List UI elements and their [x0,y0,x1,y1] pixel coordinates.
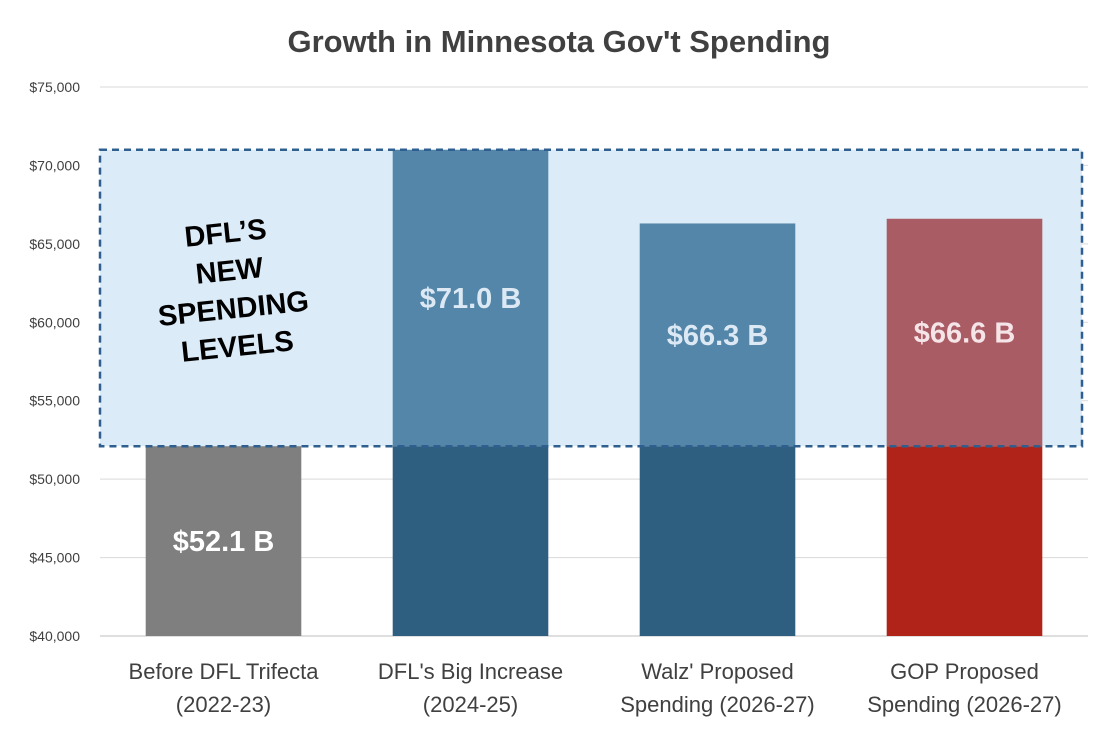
highlight-band-outline [98,148,1084,448]
x-category-label: Spending (2026-27) [867,692,1061,717]
y-tick-label: $50,000 [29,471,80,487]
x-axis-categories: Before DFL Trifecta (2022-23) DFL's Big In… [129,659,1062,717]
data-label: $66.6 B [914,317,1016,349]
y-tick-label: $75,000 [29,79,80,95]
data-label: $52.1 B [173,526,275,558]
bar-base [145,446,302,636]
annotation-line: NEW [194,252,265,291]
bar-increase [639,223,796,447]
y-tick-label: $70,000 [29,157,80,173]
bar-increase [392,149,549,447]
y-tick-label: $40,000 [29,628,80,644]
x-category-label: DFL's Big Increase [378,659,563,684]
y-tick-label: $65,000 [29,236,80,252]
bar-base [392,446,549,636]
bar-base [886,446,1043,636]
bar-increase [886,218,1043,447]
y-tick-label: $55,000 [29,393,80,409]
bar-base [639,446,796,636]
bars [145,149,1043,636]
data-label: $71.0 B [420,283,522,315]
x-category-label: (2024-25) [423,692,518,717]
y-tick-label: $60,000 [29,314,80,330]
data-label: $66.3 B [667,320,769,352]
chart-title: Growth in Minnesota Gov't Spending [288,24,831,59]
y-tick-label: $45,000 [29,550,80,566]
x-category-label: Spending (2026-27) [620,692,814,717]
x-category-label: Before DFL Trifecta [129,659,320,684]
x-category-label: GOP Proposed [890,659,1039,684]
x-category-label: (2022-23) [176,692,271,717]
data-labels: $52.1 B $71.0 B $66.3 B $66.6 B [173,283,1016,558]
x-category-label: Walz' Proposed [641,659,794,684]
y-axis-ticks: $40,000 $45,000 $50,000 $55,000 $60,000 $65,0… [29,79,80,644]
